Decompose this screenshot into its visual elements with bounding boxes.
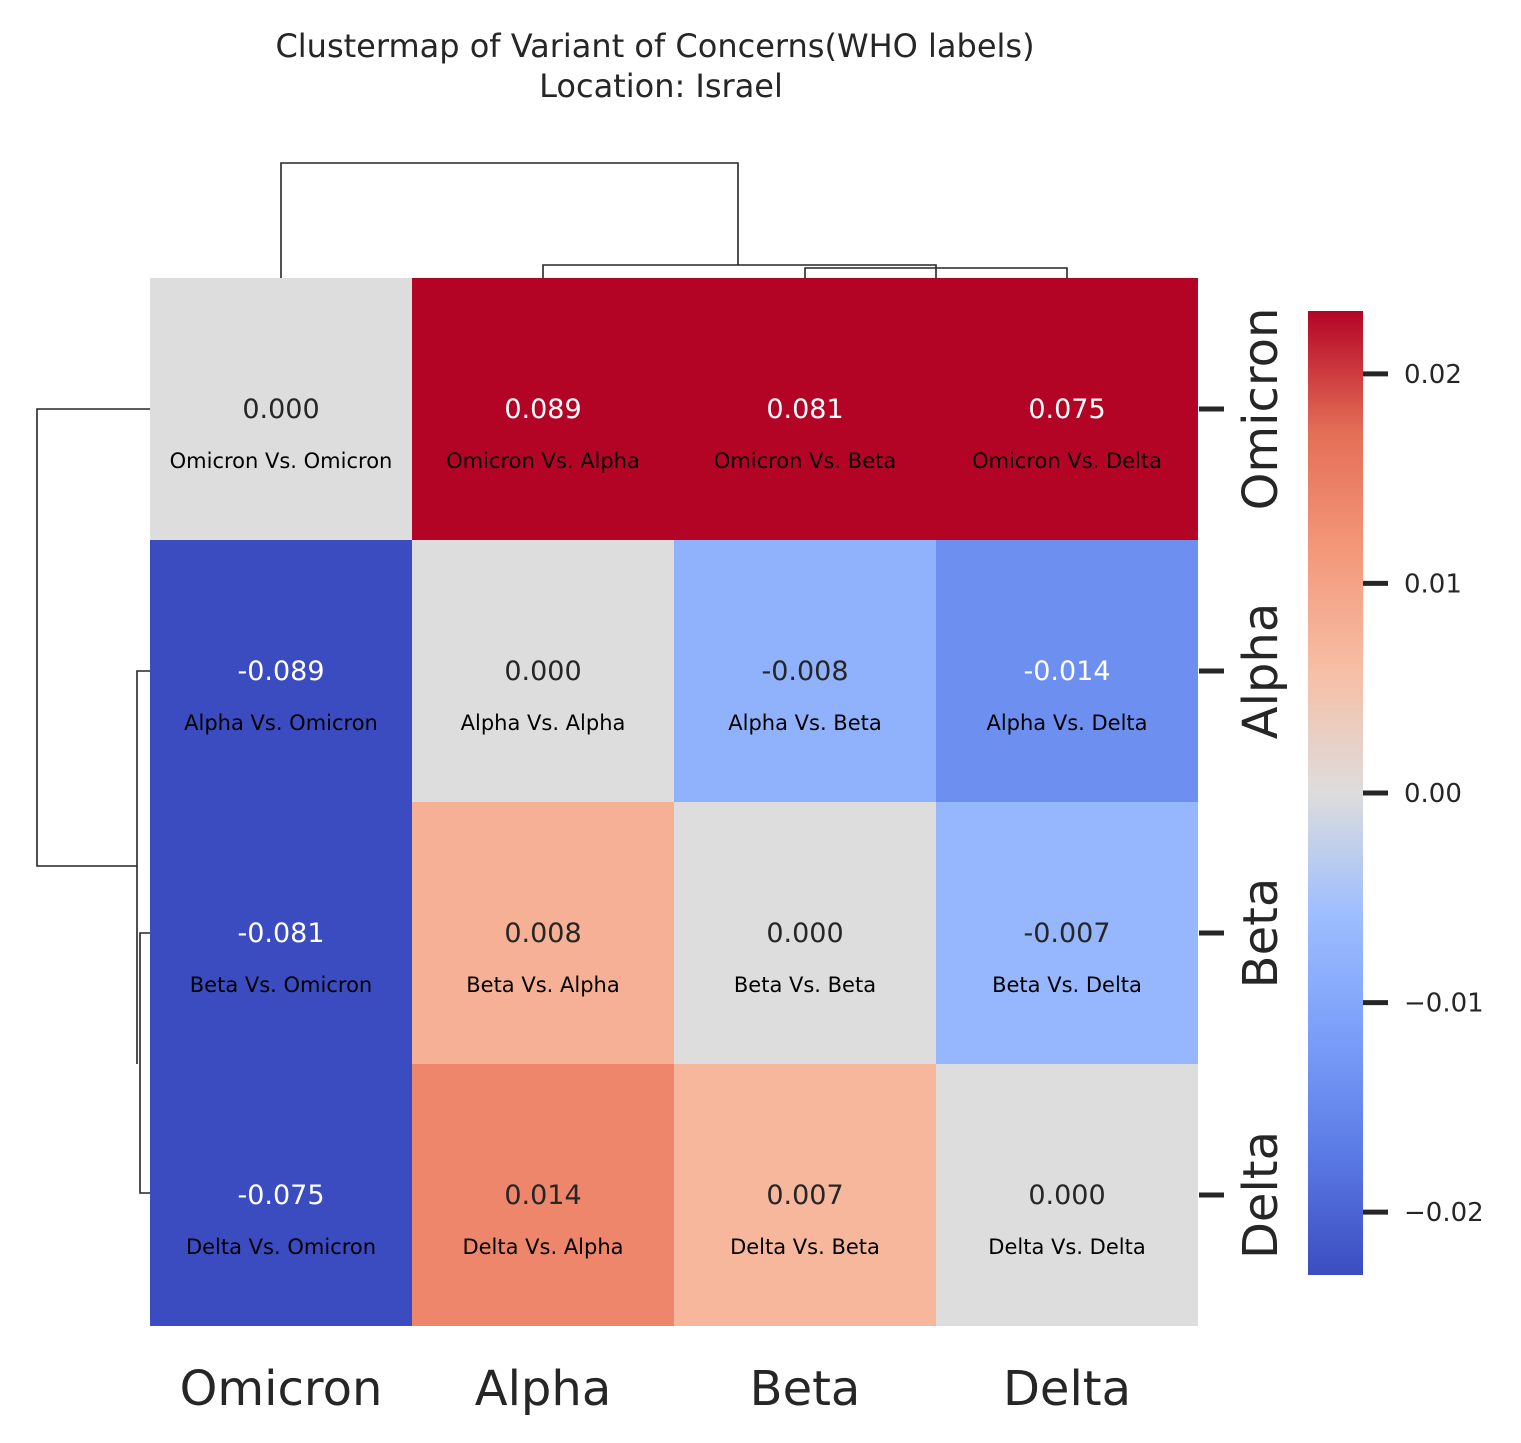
cell-pair-label: Delta Vs. Beta [730, 1235, 880, 1259]
cell-pair-label: Beta Vs. Delta [992, 973, 1142, 997]
colorbar [1308, 311, 1363, 1275]
row-label: Alpha [1233, 603, 1289, 739]
heatmap-cell [412, 802, 674, 1064]
cell-value-label: -0.008 [761, 656, 848, 687]
cell-pair-label: Delta Vs. Delta [988, 1235, 1145, 1259]
column-label: Alpha [475, 1361, 611, 1417]
column-label: Omicron [180, 1361, 383, 1417]
cell-value-label: 0.089 [504, 394, 581, 425]
heatmap-cell [936, 540, 1198, 802]
row-label: Delta [1233, 1131, 1289, 1259]
cell-value-label: 0.081 [766, 394, 843, 425]
heatmap-cell [150, 802, 412, 1064]
cell-value-label: 0.075 [1028, 394, 1105, 425]
heatmap-cell [412, 540, 674, 802]
cell-pair-label: Delta Vs. Alpha [462, 1235, 623, 1259]
row-label: Beta [1233, 878, 1289, 989]
heatmap-cell [674, 802, 936, 1064]
cell-pair-label: Alpha Vs. Delta [986, 711, 1147, 735]
cell-value-label: 0.008 [504, 918, 581, 949]
heatmap-cell [412, 1064, 674, 1326]
column-dendrogram [280, 162, 1068, 278]
cell-pair-label: Beta Vs. Alpha [466, 973, 619, 997]
heatmap-cell [936, 802, 1198, 1064]
heatmap-cell [674, 1064, 936, 1326]
colorbar-tick-label: 0.02 [1404, 360, 1462, 390]
row-labels: Omicron Alpha Beta Delta [1233, 308, 1289, 1259]
cell-value-label: 0.000 [242, 394, 319, 425]
row-dendro-link-mid [136, 670, 150, 1064]
row-ticks [1199, 406, 1224, 1198]
colorbar-tick-label: 0.00 [1404, 779, 1462, 809]
row-dendro-link-low [139, 932, 150, 1194]
cell-pair-label: Omicron Vs. Omicron [170, 449, 393, 473]
heatmap-cell [674, 540, 936, 802]
column-label: Delta [1003, 1361, 1131, 1417]
colorbar-tick-label: 0.01 [1404, 569, 1462, 599]
heatmap-cell [150, 278, 412, 540]
col-dendro-link-mid [542, 264, 937, 278]
cell-pair-label: Beta Vs. Beta [734, 973, 876, 997]
heatmap-cells [150, 278, 1198, 1326]
colorbar-ticks: 0.02 0.01 0.00 −0.01 −0.02 [1363, 360, 1484, 1228]
cell-pair-label: Omicron Vs. Beta [714, 449, 896, 473]
cell-pair-label: Delta Vs. Omicron [186, 1235, 376, 1259]
cell-value-label: -0.089 [237, 656, 324, 687]
cell-pair-label: Alpha Vs. Omicron [184, 711, 378, 735]
cell-pair-label: Omicron Vs. Delta [972, 449, 1162, 473]
cell-value-label: 0.000 [1028, 1180, 1105, 1211]
column-label: Beta [750, 1361, 861, 1417]
cell-value-label: -0.081 [237, 918, 324, 949]
col-dendro-link-low [804, 267, 1068, 278]
chart-subtitle: Location: Israel [539, 67, 783, 105]
colorbar-tick-label: −0.02 [1404, 1198, 1484, 1228]
cell-pair-label: Alpha Vs. Beta [728, 711, 881, 735]
col-dendro-link-top [280, 162, 739, 278]
cell-pair-label: Omicron Vs. Alpha [446, 449, 640, 473]
cell-value-label: 0.007 [766, 1180, 843, 1211]
cell-pair-label: Beta Vs. Omicron [190, 973, 372, 997]
cell-pair-label: Alpha Vs. Alpha [461, 711, 626, 735]
row-dendrogram [36, 408, 150, 1194]
heatmap-cell [150, 1064, 412, 1326]
heatmap-cell [412, 278, 674, 540]
row-dendro-link-top [36, 408, 150, 867]
heatmap-cell [936, 1064, 1198, 1326]
cell-value-label: 0.000 [766, 918, 843, 949]
row-label: Omicron [1233, 308, 1289, 511]
cell-value-label: -0.075 [237, 1180, 324, 1211]
heatmap-cell [936, 278, 1198, 540]
heatmap-cell [150, 540, 412, 802]
colorbar-tick-label: −0.01 [1404, 989, 1484, 1019]
heatmap-labels: 0.000 Omicron Vs. Omicron 0.089 Omicron Vs.… [170, 394, 1162, 1259]
column-labels: Omicron Alpha Beta Delta [180, 1361, 1131, 1417]
chart-title: Clustermap of Variant of Concerns(WHO la… [275, 27, 1034, 65]
cell-value-label: -0.014 [1023, 656, 1110, 687]
cell-value-label: -0.007 [1023, 918, 1110, 949]
cell-value-label: 0.014 [504, 1180, 581, 1211]
cell-value-label: 0.000 [504, 656, 581, 687]
heatmap-cell [674, 278, 936, 540]
